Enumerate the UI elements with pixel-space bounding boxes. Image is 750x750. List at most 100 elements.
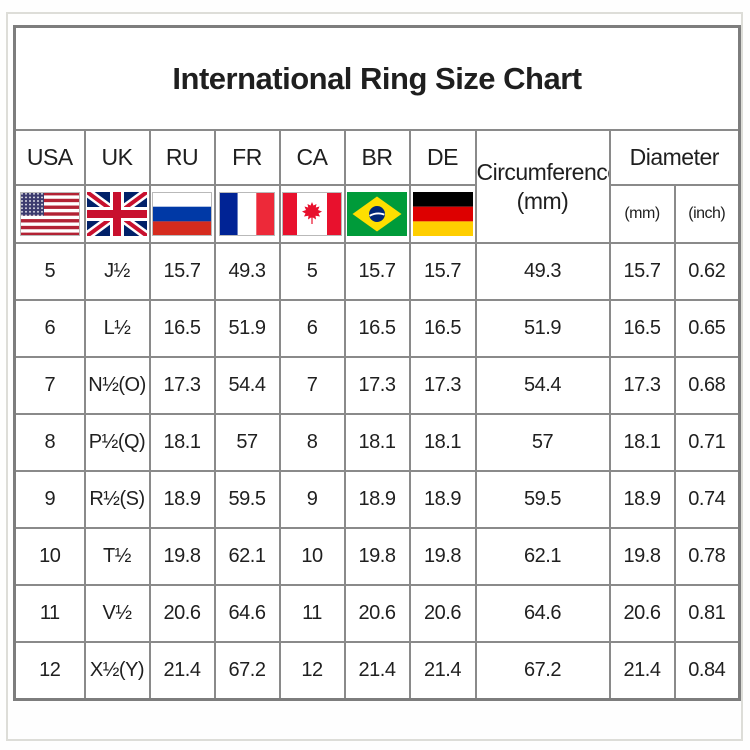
- cell-fr: 62.1: [213, 527, 281, 586]
- cell-diameter-mm: 18.9: [608, 470, 676, 529]
- cell-circumference: 67.2: [474, 641, 611, 701]
- cell-de: 19.8: [408, 527, 477, 586]
- cell-usa: 8: [13, 413, 86, 472]
- cell-ca: 5: [278, 242, 346, 301]
- circumference-label: Circumference: [476, 158, 610, 185]
- cell-uk: T½: [83, 527, 151, 586]
- cell-ca: 7: [278, 356, 346, 415]
- diameter-unit-inch: (inch): [673, 184, 741, 244]
- column-header-diameter: Diameter: [608, 129, 741, 186]
- cell-diameter-inch: 0.62: [673, 242, 741, 301]
- cell-diameter-inch: 0.84: [673, 641, 741, 701]
- cell-diameter-mm: 16.5: [608, 299, 676, 358]
- cell-ru: 15.7: [148, 242, 216, 301]
- cell-diameter-mm: 18.1: [608, 413, 676, 472]
- cell-br: 19.8: [343, 527, 411, 586]
- canada-flag: [282, 192, 342, 236]
- cell-ru: 18.1: [148, 413, 216, 472]
- cell-fr: 57: [213, 413, 281, 472]
- ring-size-table: International Ring Size Chart USA UK RU …: [13, 25, 742, 701]
- cell-uk: X½(Y): [83, 641, 151, 701]
- cell-de: 18.1: [408, 413, 477, 472]
- table-row: 11 V½ 20.6 64.6 11 20.6 20.6 64.6 20.6 0…: [13, 584, 741, 643]
- cell-uk: N½(O): [83, 356, 151, 415]
- cell-uk: V½: [83, 584, 151, 643]
- cell-ca: 9: [278, 470, 346, 529]
- cell-de: 15.7: [408, 242, 477, 301]
- table-row: 6 L½ 16.5 51.9 6 16.5 16.5 51.9 16.5 0.6…: [13, 299, 741, 358]
- cell-ru: 21.4: [148, 641, 216, 701]
- table-row: 8 P½(Q) 18.1 57 8 18.1 18.1 57 18.1 0.71: [13, 413, 741, 472]
- cell-circumference: 62.1: [474, 527, 611, 586]
- cell-de: 17.3: [408, 356, 477, 415]
- cell-diameter-inch: 0.68: [673, 356, 741, 415]
- column-header-fr: FR: [213, 129, 281, 186]
- cell-de: 21.4: [408, 641, 477, 701]
- cell-ru: 17.3: [148, 356, 216, 415]
- cell-usa: 6: [13, 299, 86, 358]
- cell-br: 18.1: [343, 413, 411, 472]
- cell-br: 17.3: [343, 356, 411, 415]
- cell-diameter-mm: 15.7: [608, 242, 676, 301]
- column-header-uk: UK: [83, 129, 151, 186]
- table-row: 12 X½(Y) 21.4 67.2 12 21.4 21.4 67.2 21.…: [13, 641, 741, 701]
- cell-fr: 67.2: [213, 641, 281, 701]
- cell-circumference: 57: [474, 413, 611, 472]
- column-header-ca: CA: [278, 129, 346, 186]
- cell-br: 15.7: [343, 242, 411, 301]
- cell-usa: 12: [13, 641, 86, 701]
- cell-br: 18.9: [343, 470, 411, 529]
- cell-uk: L½: [83, 299, 151, 358]
- cell-circumference: 49.3: [474, 242, 611, 301]
- germany-flag: [412, 192, 473, 236]
- cell-diameter-inch: 0.81: [673, 584, 741, 643]
- cell-diameter-inch: 0.65: [673, 299, 741, 358]
- cell-usa: 5: [13, 242, 86, 301]
- table-row: 9 R½(S) 18.9 59.5 9 18.9 18.9 59.5 18.9 …: [13, 470, 741, 529]
- flag-row: (mm) (inch): [13, 184, 741, 244]
- table-row: 10 T½ 19.8 62.1 10 19.8 19.8 62.1 19.8 0…: [13, 527, 741, 586]
- title-row: International Ring Size Chart: [13, 25, 741, 131]
- page-title: International Ring Size Chart: [13, 25, 741, 131]
- cell-br: 21.4: [343, 641, 411, 701]
- cell-ru: 20.6: [148, 584, 216, 643]
- cell-uk: J½: [83, 242, 151, 301]
- cell-diameter-mm: 17.3: [608, 356, 676, 415]
- column-header-ru: RU: [148, 129, 216, 186]
- usa-flag: [19, 192, 80, 236]
- cell-de: 16.5: [408, 299, 477, 358]
- cell-usa: 11: [13, 584, 86, 643]
- cell-fr: 59.5: [213, 470, 281, 529]
- uk-flag: [87, 192, 147, 236]
- cell-fr: 64.6: [213, 584, 281, 643]
- cell-ca: 11: [278, 584, 346, 643]
- column-header-usa: USA: [13, 129, 86, 186]
- cell-ru: 16.5: [148, 299, 216, 358]
- cell-usa: 7: [13, 356, 86, 415]
- cell-circumference: 64.6: [474, 584, 611, 643]
- cell-fr: 51.9: [213, 299, 281, 358]
- cell-fr: 49.3: [213, 242, 281, 301]
- cell-fr: 54.4: [213, 356, 281, 415]
- cell-circumference: 51.9: [474, 299, 611, 358]
- cell-uk: P½(Q): [83, 413, 151, 472]
- cell-ca: 12: [278, 641, 346, 701]
- cell-diameter-inch: 0.78: [673, 527, 741, 586]
- cell-diameter-mm: 20.6: [608, 584, 676, 643]
- cell-ru: 19.8: [148, 527, 216, 586]
- circumference-unit: (mm): [516, 187, 569, 214]
- column-header-br: BR: [343, 129, 411, 186]
- france-flag: [219, 192, 275, 236]
- cell-uk: R½(S): [83, 470, 151, 529]
- cell-ca: 6: [278, 299, 346, 358]
- cell-br: 16.5: [343, 299, 411, 358]
- cell-br: 20.6: [343, 584, 411, 643]
- cell-diameter-inch: 0.74: [673, 470, 741, 529]
- cell-usa: 10: [13, 527, 86, 586]
- cell-circumference: 54.4: [474, 356, 611, 415]
- diameter-unit-mm: (mm): [608, 184, 676, 244]
- cell-diameter-mm: 21.4: [608, 641, 676, 701]
- cell-circumference: 59.5: [474, 470, 611, 529]
- cell-usa: 9: [13, 470, 86, 529]
- russia-flag: [152, 192, 212, 236]
